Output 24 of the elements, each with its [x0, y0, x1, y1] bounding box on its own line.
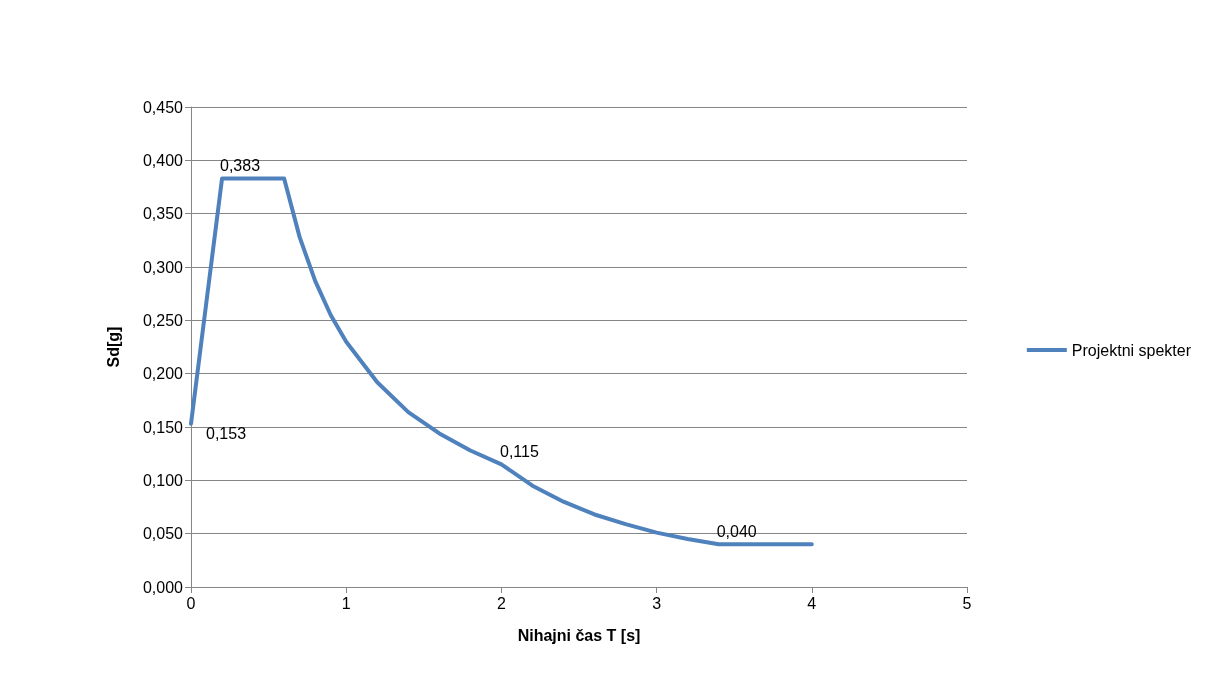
y-tick-label: 0,050 [142, 525, 184, 543]
x-tick-label: 5 [962, 594, 972, 612]
y-tick-label: 0,250 [142, 311, 184, 329]
x-tick-label: 3 [652, 594, 662, 612]
y-tick-label: 0,000 [142, 578, 184, 596]
y-tick-label: 0,450 [142, 98, 184, 116]
line-series [189, 176, 814, 547]
x-tick-label: 2 [496, 594, 506, 612]
y-tick-label: 0,150 [142, 418, 184, 436]
x-axis-title: Nihajni čas T [s] [517, 626, 641, 644]
y-tick-label: 0,300 [142, 258, 184, 276]
y-tick-label: 0,400 [142, 151, 184, 169]
data-label: 0,383 [220, 156, 261, 174]
x-tick-label: 4 [807, 594, 817, 612]
y-axis-title: Sd[g] [104, 326, 122, 368]
data-label: 0,040 [716, 522, 757, 540]
y-tick-label: 0,100 [142, 471, 184, 489]
x-tick-label: 0 [186, 594, 196, 612]
y-tick-label: 0,200 [142, 365, 184, 383]
data-label: 0,115 [499, 442, 539, 460]
y-tick-label: 0,350 [142, 205, 184, 223]
data-label: 0,153 [206, 425, 247, 443]
x-tick-label: 1 [341, 594, 351, 612]
legend-label: Projektni spekter [1071, 341, 1192, 359]
